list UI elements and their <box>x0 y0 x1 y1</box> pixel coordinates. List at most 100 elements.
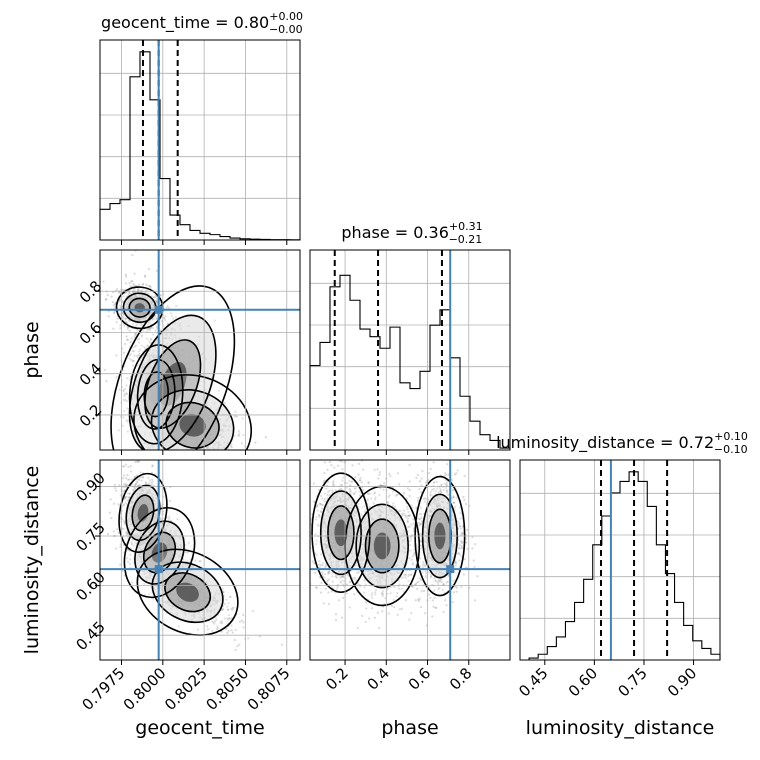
scatter-point <box>198 560 201 563</box>
scatter-point <box>123 521 126 524</box>
scatter-point <box>142 329 145 332</box>
scatter-point <box>241 417 244 420</box>
scatter-point <box>251 456 253 458</box>
scatter-point <box>121 424 124 427</box>
scatter-point <box>306 523 308 525</box>
scatter-point <box>328 460 332 464</box>
scatter-point <box>124 496 127 499</box>
scatter-point <box>129 553 132 556</box>
scatter-point <box>151 317 155 321</box>
scatter-point <box>321 564 324 567</box>
scatter-point <box>234 648 237 651</box>
scatter-point <box>139 348 142 351</box>
scatter-point <box>124 320 127 323</box>
scatter-point <box>182 474 184 476</box>
scatter-point <box>126 492 130 495</box>
scatter-point <box>176 517 179 521</box>
scatter-point <box>139 358 142 362</box>
scatter-point <box>126 327 129 330</box>
scatter-point <box>344 457 346 459</box>
scatter-point <box>182 558 185 561</box>
scatter-point <box>226 472 228 474</box>
scatter-point <box>194 491 196 493</box>
scatter-point <box>224 457 226 459</box>
scatter-point <box>315 539 318 542</box>
scatter-point <box>146 328 149 331</box>
scatter-point <box>137 460 141 463</box>
scatter-point <box>202 496 204 498</box>
scatter-point <box>238 434 241 437</box>
scatter-point <box>256 461 258 463</box>
scatter-point <box>149 286 152 289</box>
scatter-point <box>125 335 128 338</box>
scatter-point <box>130 542 133 545</box>
scatter-point <box>112 312 116 315</box>
scatter-point <box>111 300 114 304</box>
scatter-point <box>82 192 84 194</box>
scatter-point <box>126 499 129 502</box>
scatter-point <box>221 621 224 624</box>
scatter-point <box>220 630 223 633</box>
scatter-point <box>196 628 200 631</box>
scatter-point <box>241 480 243 482</box>
scatter-point <box>324 563 327 566</box>
scatter-point <box>323 479 326 482</box>
scatter-point <box>148 268 151 271</box>
scatter-point <box>205 484 207 486</box>
scatter-point <box>130 541 133 544</box>
scatter-point <box>233 415 236 418</box>
scatter-point <box>117 531 120 534</box>
scatter-point <box>138 479 141 482</box>
scatter-point <box>125 384 128 387</box>
scatter-point <box>199 461 201 463</box>
scatter-point <box>129 464 132 468</box>
scatter-point <box>124 387 127 391</box>
scatter-point <box>141 323 144 327</box>
scatter-point <box>164 319 167 322</box>
scatter-point <box>168 453 170 455</box>
scatter-point <box>122 351 126 354</box>
scatter-point <box>154 300 158 303</box>
scatter-point <box>218 453 220 455</box>
scatter-point <box>141 334 144 337</box>
scatter-point <box>229 595 232 598</box>
scatter-point <box>137 341 141 344</box>
scatter-point <box>184 551 188 554</box>
scatter-point <box>246 487 248 489</box>
scatter-point <box>213 465 215 467</box>
scatter-point <box>159 513 162 516</box>
scatter-point <box>157 455 159 457</box>
scatter-point <box>112 502 116 505</box>
scatter-point <box>216 625 219 628</box>
scatter-point <box>123 465 126 468</box>
scatter-point <box>218 507 220 509</box>
scatter-point <box>199 560 202 563</box>
scatter-point <box>124 497 127 500</box>
scatter-point <box>116 288 119 291</box>
scatter-point <box>188 480 190 482</box>
scatter-point <box>159 294 163 297</box>
scatter-point <box>168 517 171 520</box>
scatter-point <box>226 617 229 620</box>
scatter-point <box>121 492 124 495</box>
scatter-point <box>132 322 135 326</box>
scatter-point <box>132 283 135 286</box>
scatter-point <box>230 467 232 469</box>
scatter-point <box>122 409 126 413</box>
scatter-point <box>144 482 148 485</box>
scatter-point <box>122 504 125 507</box>
scatter-point <box>176 492 178 494</box>
scatter-point <box>142 476 145 479</box>
scatter-point <box>127 319 130 322</box>
scatter-point <box>135 482 138 486</box>
scatter-point <box>208 497 210 499</box>
scatter-point <box>123 474 126 477</box>
scatter-point <box>150 338 153 341</box>
scatter-point <box>123 489 126 493</box>
scatter-point <box>195 457 197 459</box>
scatter-point <box>216 627 219 630</box>
scatter-point <box>238 432 241 435</box>
scatter-point <box>221 587 224 591</box>
scatter-point <box>133 487 137 490</box>
scatter-point <box>213 319 216 322</box>
